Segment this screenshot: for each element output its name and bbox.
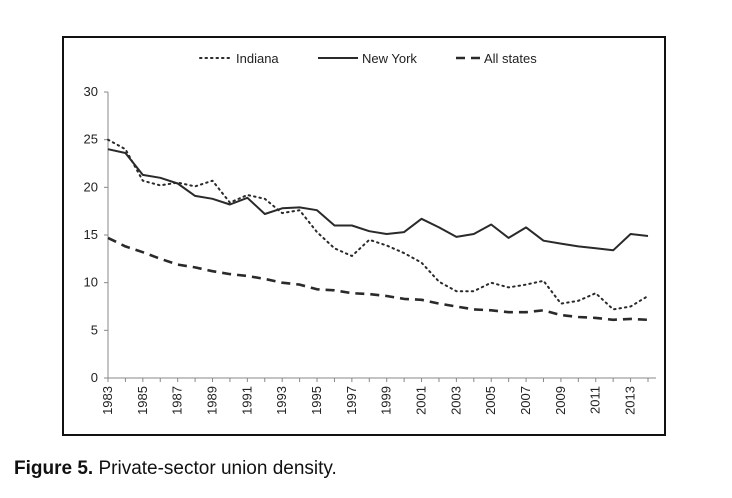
- x-tick-label: 1995: [309, 386, 324, 415]
- x-tick-label: 2003: [448, 386, 463, 415]
- series-layer: [107, 138, 649, 322]
- union-density-line-chart: 0 5 10 15 20 25 30 1983 1985 1987 1989 1991 1993 1995…: [84, 51, 656, 415]
- caption-label: Figure 5.: [14, 458, 94, 479]
- legend-label: New York: [362, 51, 417, 66]
- legend-label: Indiana: [236, 51, 279, 66]
- x-tick-label: 2007: [518, 386, 533, 415]
- legend-label: All states: [484, 51, 537, 66]
- y-tick-label: 5: [91, 322, 98, 337]
- x-tick-label: 1991: [239, 386, 254, 415]
- x-tick-label: 2001: [414, 386, 429, 415]
- x-tick-label: 2013: [623, 386, 638, 415]
- axes: 0 5 10 15 20 25 30 1983 1985 1987 1989 1991 1993 1995…: [84, 84, 656, 415]
- x-tick-label: 1989: [205, 386, 220, 415]
- x-tick-label: 1993: [274, 386, 289, 415]
- x-tick-label: 1987: [170, 386, 185, 415]
- x-tick-label: 1985: [135, 386, 150, 415]
- figure-caption: Figure 5. Private-sector union density.: [14, 458, 337, 480]
- x-tick-label: 1997: [344, 386, 359, 415]
- caption-text: Private-sector union density.: [93, 458, 337, 479]
- legend: Indiana New York All states: [199, 51, 537, 66]
- series-line-new-york: [107, 148, 649, 252]
- x-tick-label: 1999: [379, 386, 394, 415]
- y-tick-label: 25: [84, 132, 98, 147]
- y-tick-label: 10: [84, 275, 98, 290]
- x-tick-label: 1983: [100, 386, 115, 415]
- y-tick-label: 0: [91, 370, 98, 385]
- x-tick-label: 2009: [553, 386, 568, 415]
- y-tick-label: 30: [84, 84, 98, 99]
- x-tick-label: 2005: [483, 386, 498, 415]
- series-line-indiana: [107, 138, 649, 311]
- x-tick-label: 2011: [588, 386, 603, 414]
- series-line-all-states: [107, 236, 649, 322]
- y-tick-label: 20: [84, 179, 98, 194]
- y-tick-label: 15: [84, 227, 98, 242]
- chart-frame: 0 5 10 15 20 25 30 1983 1985 1987 1989 1991 1993 1995…: [62, 36, 666, 436]
